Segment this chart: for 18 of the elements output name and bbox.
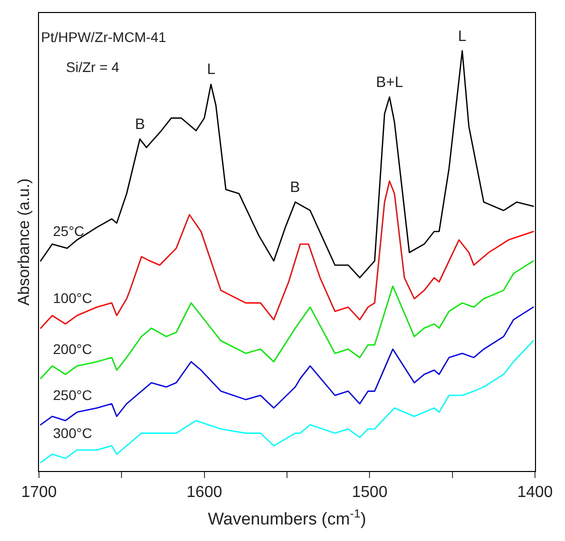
y-axis-title: Absorbance (a.u.) <box>16 178 33 306</box>
series-label: 100°C <box>53 290 92 306</box>
annotation: B+L <box>376 74 404 91</box>
x-tick-label: 1400 <box>517 484 553 502</box>
series-label: 200°C <box>53 341 92 357</box>
annotation: B <box>290 179 300 196</box>
x-axis-title: Wavenumbers (cm$^{-1}$) <box>208 506 366 529</box>
series-label: 250°C <box>53 387 92 403</box>
x-tick-label: 1600 <box>186 484 222 502</box>
series-label: 300°C <box>53 425 92 441</box>
x-tick-label: 1700 <box>21 484 57 502</box>
annotation: Si/Zr = 4 <box>66 59 120 75</box>
x-tick-label: 1500 <box>352 484 388 502</box>
annotation: L <box>458 28 466 45</box>
annotation: L <box>207 61 216 78</box>
text: Pt/HPW/Zr-MCM-41 <box>41 29 166 45</box>
series-label: 25°C <box>53 223 84 239</box>
annotation: B <box>135 116 146 133</box>
